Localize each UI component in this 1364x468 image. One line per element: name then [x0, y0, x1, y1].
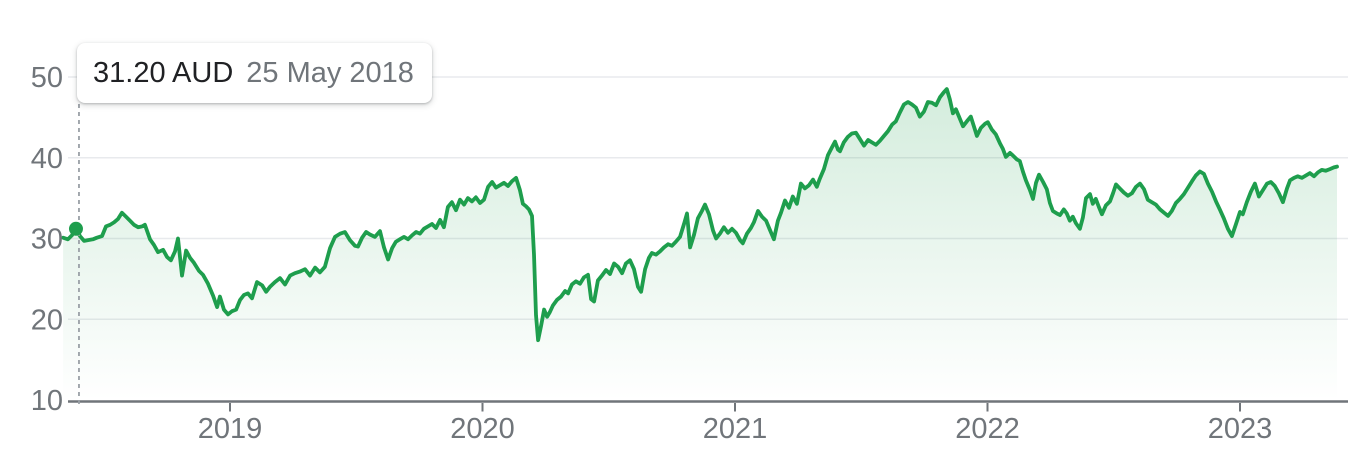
x-tick-label: 2023 [1208, 413, 1273, 445]
tooltip-date: 25 May 2018 [246, 57, 414, 89]
x-tick-label: 2022 [955, 413, 1020, 445]
price-tooltip: 31.20 AUD 25 May 2018 [77, 43, 432, 103]
y-tick-label: 30 [31, 224, 63, 256]
y-tick-label: 10 [31, 385, 63, 417]
y-axis: 10 20 30 40 50 [31, 62, 63, 417]
area-fill [63, 89, 1338, 402]
x-tick-label: 2021 [703, 413, 768, 445]
tooltip-price: 31.20 AUD [93, 57, 234, 89]
x-axis: 2019 2020 2021 2022 2023 [68, 400, 1348, 445]
y-tick-label: 20 [31, 304, 63, 336]
selected-point-dot[interactable] [68, 221, 83, 236]
x-tick-label: 2020 [450, 413, 515, 445]
x-tick-label: 2019 [198, 413, 263, 445]
price-line [61, 87, 1339, 343]
y-tick-label: 40 [31, 143, 63, 175]
y-tick-label: 50 [31, 62, 63, 94]
